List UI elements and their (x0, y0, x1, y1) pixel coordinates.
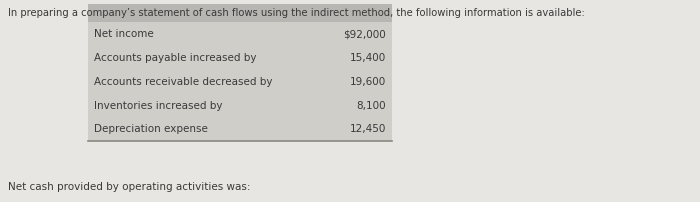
Text: Depreciation expense: Depreciation expense (94, 124, 208, 135)
Text: Net cash provided by operating activities was:: Net cash provided by operating activitie… (8, 182, 251, 192)
Text: $92,000: $92,000 (343, 29, 386, 39)
FancyBboxPatch shape (88, 22, 392, 141)
Text: Accounts receivable decreased by: Accounts receivable decreased by (94, 77, 272, 87)
FancyBboxPatch shape (88, 4, 392, 22)
Text: Net income: Net income (94, 29, 154, 39)
Text: 8,100: 8,100 (356, 101, 386, 111)
Text: 15,400: 15,400 (350, 53, 386, 63)
Text: Inventories increased by: Inventories increased by (94, 101, 223, 111)
Text: In preparing a company’s statement of cash flows using the indirect method, the : In preparing a company’s statement of ca… (8, 8, 584, 18)
Text: 19,600: 19,600 (350, 77, 386, 87)
Text: 12,450: 12,450 (349, 124, 386, 135)
Text: Accounts payable increased by: Accounts payable increased by (94, 53, 256, 63)
